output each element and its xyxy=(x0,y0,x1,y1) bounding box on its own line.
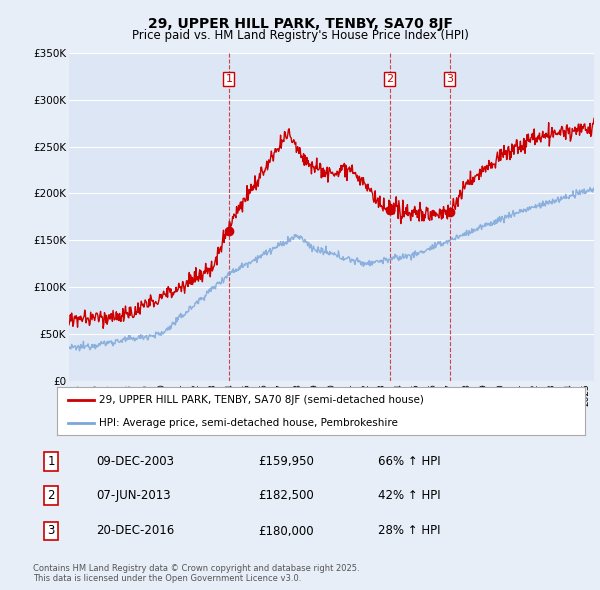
Text: 3: 3 xyxy=(446,74,453,84)
Text: Price paid vs. HM Land Registry's House Price Index (HPI): Price paid vs. HM Land Registry's House … xyxy=(131,30,469,42)
Text: £180,000: £180,000 xyxy=(258,525,314,537)
Text: 29, UPPER HILL PARK, TENBY, SA70 8JF (semi-detached house): 29, UPPER HILL PARK, TENBY, SA70 8JF (se… xyxy=(99,395,424,405)
Text: 2: 2 xyxy=(47,489,55,502)
Text: £159,950: £159,950 xyxy=(258,455,314,468)
Text: 1: 1 xyxy=(47,455,55,468)
Text: Contains HM Land Registry data © Crown copyright and database right 2025.
This d: Contains HM Land Registry data © Crown c… xyxy=(33,563,359,583)
Text: 09-DEC-2003: 09-DEC-2003 xyxy=(96,455,174,468)
Text: 07-JUN-2013: 07-JUN-2013 xyxy=(96,489,170,502)
Text: 2: 2 xyxy=(386,74,394,84)
Text: 28% ↑ HPI: 28% ↑ HPI xyxy=(378,525,440,537)
Text: 42% ↑ HPI: 42% ↑ HPI xyxy=(378,489,440,502)
Text: 1: 1 xyxy=(226,74,232,84)
Text: £182,500: £182,500 xyxy=(258,489,314,502)
Text: HPI: Average price, semi-detached house, Pembrokeshire: HPI: Average price, semi-detached house,… xyxy=(99,418,398,428)
Text: 29, UPPER HILL PARK, TENBY, SA70 8JF: 29, UPPER HILL PARK, TENBY, SA70 8JF xyxy=(148,17,452,31)
Text: 3: 3 xyxy=(47,525,55,537)
Text: 66% ↑ HPI: 66% ↑ HPI xyxy=(378,455,440,468)
Text: 20-DEC-2016: 20-DEC-2016 xyxy=(96,525,174,537)
